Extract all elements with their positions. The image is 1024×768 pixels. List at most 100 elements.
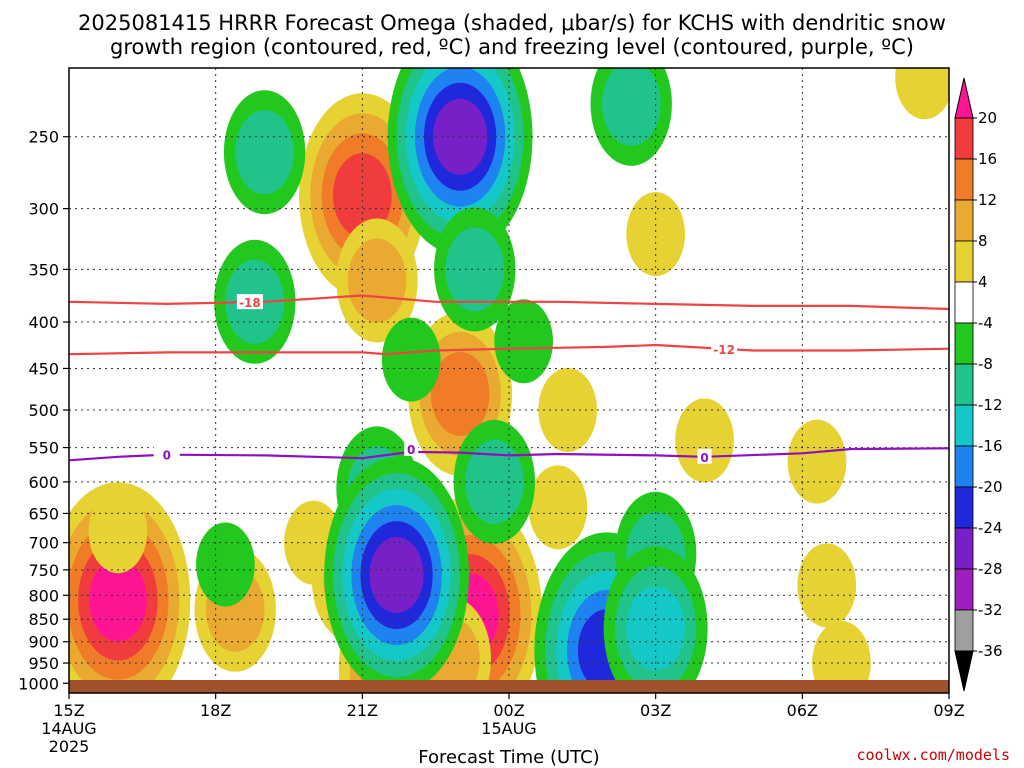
isotherm-label: -12	[713, 343, 735, 357]
freezing-level-label-bg	[404, 441, 419, 457]
omega-contour-fill	[528, 465, 588, 550]
x-tick-label: 21Z	[347, 701, 378, 720]
y-tick-label: 300	[28, 200, 59, 219]
colorbar-label: 8	[978, 232, 988, 250]
colorbar-swatch	[954, 281, 974, 324]
y-tick-label: 800	[28, 586, 59, 605]
x-tick-label: 09Z	[933, 701, 964, 720]
colorbar-label: 20	[978, 109, 997, 127]
colorbar-label: -28	[978, 560, 1003, 578]
omega-contour-fill	[895, 68, 949, 120]
omega-contour-fill	[381, 317, 441, 402]
x-tick-label: 00Z	[493, 701, 524, 720]
omega-contour-fill	[347, 238, 407, 323]
omega-cell	[88, 489, 148, 574]
colorbar-swatch	[954, 609, 974, 652]
omega-contour-fill	[675, 398, 734, 483]
omega-cell	[453, 419, 535, 544]
omega-contour-fill	[89, 558, 147, 642]
y-tick-label: 650	[28, 504, 59, 523]
colorbar-swatch	[954, 363, 974, 406]
colorbar-bottom-arrow	[954, 650, 974, 692]
colorbar-swatch	[954, 117, 974, 160]
chart-title-line2: growth region (contoured, red, ºC) and f…	[110, 35, 914, 59]
colorbar-swatch	[954, 486, 974, 529]
colorbar-swatch	[954, 527, 974, 570]
x-tick-label: 18Z	[200, 701, 231, 720]
colorbar-label: 4	[978, 273, 988, 291]
colorbar-swatch	[954, 240, 974, 283]
omega-cell	[381, 317, 441, 402]
freezing-level-label: 0	[700, 451, 708, 465]
omega-contour-fill	[430, 351, 490, 436]
colorbar-label: 16	[978, 150, 997, 168]
temperature-contours: -18 -12 0 0 0	[69, 294, 949, 465]
omega-cell	[675, 398, 734, 483]
x-tick-label: 15Z	[53, 701, 84, 720]
y-tick-label: 900	[28, 633, 59, 652]
isotherm-label: 0	[163, 449, 171, 463]
omega-cell	[626, 192, 686, 277]
colorbar-label: -24	[978, 519, 1003, 537]
colorbar-label: -36	[978, 642, 1003, 660]
y-tick-label: 700	[28, 534, 59, 553]
omega-cell	[336, 218, 418, 343]
y-tick-label: 850	[28, 610, 59, 629]
omega-cell	[797, 543, 857, 628]
y-tick-label: 750	[28, 561, 59, 580]
y-tick-label: 500	[28, 401, 59, 420]
omega-cell	[590, 68, 672, 166]
colorbar-swatch	[954, 445, 974, 488]
colorbar-label: -32	[978, 601, 1003, 619]
omega-cell	[196, 522, 255, 607]
x-tick-date-label: 15AUG	[481, 719, 536, 738]
omega-cell	[434, 207, 516, 332]
omega-contour-fill	[626, 192, 686, 277]
omega-contour-fill	[465, 439, 524, 524]
x-tick-year-label: 2025	[49, 737, 90, 756]
isotherm-line	[69, 294, 949, 311]
credit-text: coolwx.com/models	[856, 746, 1010, 764]
y-tick-label: 350	[28, 260, 59, 279]
colorbar-top-arrow	[954, 77, 974, 119]
colorbar: 20 16 12 8 4 -4 -8 -12 -16 -20 -24 -28 -32 -36	[954, 77, 1003, 692]
isotherm-label: -18	[239, 296, 261, 310]
omega-cell	[387, 68, 533, 255]
freezing-level-label-bg	[697, 448, 712, 464]
omega-cell	[603, 546, 708, 693]
omega-cell	[223, 90, 306, 215]
omega-contour-fill	[797, 543, 857, 628]
colorbar-label: 12	[978, 191, 997, 209]
y-tick-label: 250	[28, 128, 59, 147]
omega-cell	[494, 299, 553, 384]
y-tick-label: 550	[28, 439, 59, 458]
y-tick-label: 400	[28, 313, 59, 332]
gridlines	[69, 68, 949, 693]
omega-cell	[895, 68, 949, 120]
ground-surface-bar	[69, 680, 949, 693]
omega-shading	[69, 68, 949, 693]
colorbar-label: -12	[978, 396, 1003, 414]
colorbar-swatch	[954, 199, 974, 242]
isotherm-label-bg	[153, 446, 180, 462]
y-tick-label: 600	[28, 473, 59, 492]
y-tick-label: 1000	[18, 674, 59, 693]
x-tick-label: 03Z	[640, 701, 671, 720]
colorbar-swatch	[954, 322, 974, 365]
omega-contour-fill	[196, 522, 255, 607]
colorbar-swatch	[954, 158, 974, 201]
colorbar-swatch	[954, 404, 974, 447]
omega-cell	[324, 457, 469, 693]
omega-contour-fill	[494, 299, 553, 384]
plot-area: -18 -12 0 0 0	[68, 67, 950, 694]
colorbar-swatch	[954, 568, 974, 611]
omega-contour-fill	[235, 110, 294, 195]
chart-title-line1: 2025081415 HRRR Forecast Omega (shaded, …	[78, 11, 946, 35]
x-tick-date-label: 14AUG	[41, 719, 96, 738]
omega-contour-fill	[787, 419, 847, 504]
omega-contour-fill	[601, 68, 661, 146]
omega-cell	[812, 621, 871, 693]
y-tick-label: 450	[28, 359, 59, 378]
